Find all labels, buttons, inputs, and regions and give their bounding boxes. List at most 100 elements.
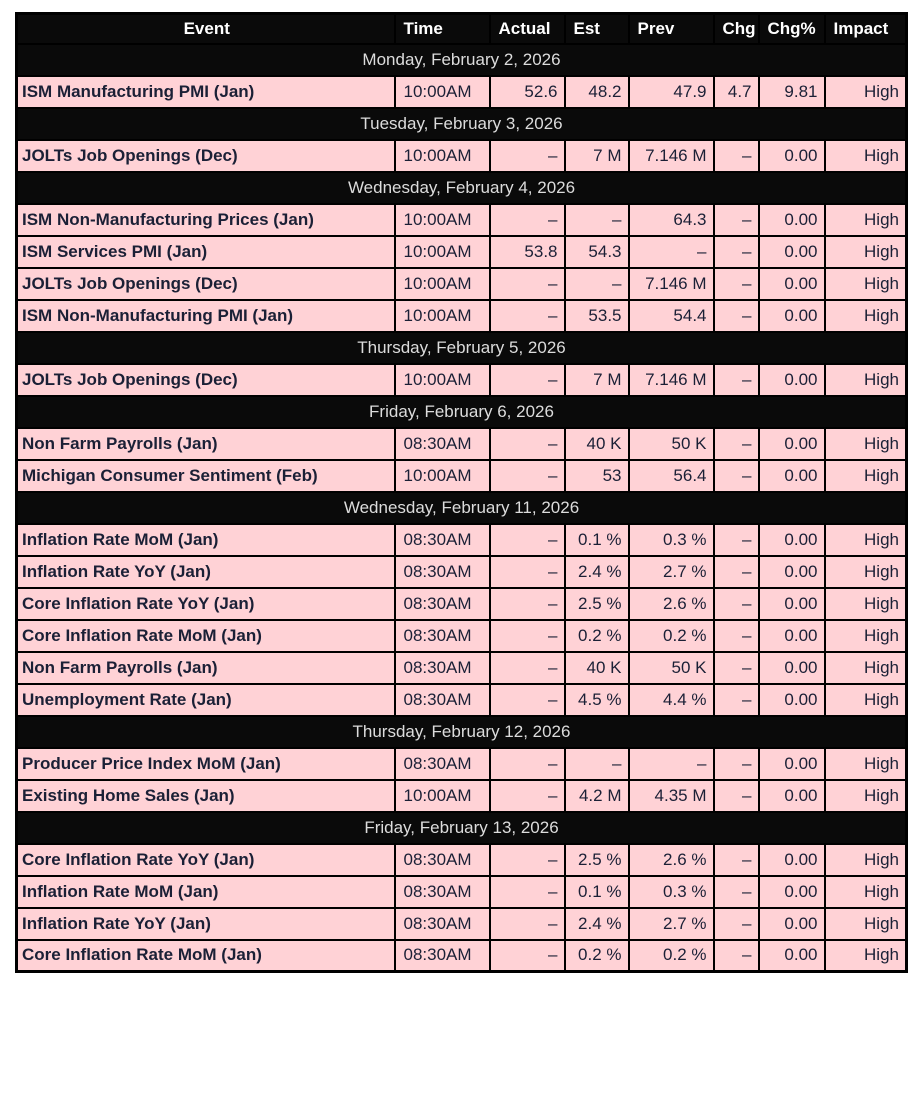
actual-cell: – xyxy=(488,746,566,781)
chg-cell: – xyxy=(712,362,760,397)
date-label: Thursday, February 12, 2026 xyxy=(15,714,908,749)
event-row: ISM Non-Manufacturing PMI (Jan) 10:00AM –5… xyxy=(15,298,908,333)
chg-cell: – xyxy=(712,266,760,301)
impact-cell: High xyxy=(823,938,908,973)
impact-cell: High xyxy=(823,586,908,621)
chgpct-cell: 0.00 xyxy=(757,266,826,301)
est-cell: 40 K xyxy=(563,650,630,685)
event-row: Core Inflation Rate YoY (Jan) 08:30AM –2.5… xyxy=(15,586,908,621)
time-cell: 10:00AM xyxy=(393,202,491,237)
actual-cell: – xyxy=(488,778,566,813)
est-cell: 54.3 xyxy=(563,234,630,269)
event-cell: Inflation Rate MoM (Jan) xyxy=(15,874,396,909)
est-cell: 40 K xyxy=(563,426,630,461)
chg-cell: – xyxy=(712,618,760,653)
impact-cell: High xyxy=(823,362,908,397)
date-header-row: Thursday, February 12, 2026 xyxy=(15,714,908,749)
event-cell: JOLTs Job Openings (Dec) xyxy=(15,362,396,397)
actual-cell: – xyxy=(488,138,566,173)
chg-cell: – xyxy=(712,426,760,461)
event-cell: ISM Non-Manufacturing Prices (Jan) xyxy=(15,202,396,237)
event-cell: JOLTs Job Openings (Dec) xyxy=(15,266,396,301)
actual-cell: – xyxy=(488,618,566,653)
chgpct-cell: 0.00 xyxy=(757,842,826,877)
event-cell: Core Inflation Rate MoM (Jan) xyxy=(15,938,396,973)
impact-cell: High xyxy=(823,746,908,781)
actual-cell: – xyxy=(488,362,566,397)
prev-cell: 4.4 % xyxy=(627,682,715,717)
prev-cell: 47.9 xyxy=(627,74,715,109)
event-row: Non Farm Payrolls (Jan) 08:30AM –40 K 50 K –… xyxy=(15,426,908,461)
date-label: Tuesday, February 3, 2026 xyxy=(15,106,908,141)
est-cell: 0.1 % xyxy=(563,874,630,909)
chgpct-cell: 0.00 xyxy=(757,458,826,493)
chgpct-cell: 0.00 xyxy=(757,682,826,717)
event-row: Core Inflation Rate MoM (Jan) 08:30AM –0.2… xyxy=(15,618,908,653)
chg-cell: – xyxy=(712,522,760,557)
actual-cell: – xyxy=(488,842,566,877)
column-header-chg: Chg xyxy=(712,12,760,45)
event-row: Inflation Rate YoY (Jan) 08:30AM –2.4 % 2.7… xyxy=(15,554,908,589)
impact-cell: High xyxy=(823,74,908,109)
chg-cell: – xyxy=(712,458,760,493)
impact-cell: High xyxy=(823,618,908,653)
event-row: ISM Manufacturing PMI (Jan) 10:00AM 52.6 48… xyxy=(15,74,908,109)
est-cell: 53.5 xyxy=(563,298,630,333)
event-cell: ISM Non-Manufacturing PMI (Jan) xyxy=(15,298,396,333)
chgpct-cell: 0.00 xyxy=(757,746,826,781)
prev-cell: 2.6 % xyxy=(627,586,715,621)
chgpct-cell: 0.00 xyxy=(757,650,826,685)
time-cell: 10:00AM xyxy=(393,74,491,109)
column-header-event: Event xyxy=(15,12,396,45)
impact-cell: High xyxy=(823,778,908,813)
event-row: Producer Price Index MoM (Jan) 08:30AM – – –… xyxy=(15,746,908,781)
est-cell: – xyxy=(563,746,630,781)
actual-cell: – xyxy=(488,426,566,461)
event-row: Non Farm Payrolls (Jan) 08:30AM –40 K 50 K –… xyxy=(15,650,908,685)
event-row: Michigan Consumer Sentiment (Feb) 10:00AM… xyxy=(15,458,908,493)
actual-cell: – xyxy=(488,298,566,333)
prev-cell: 54.4 xyxy=(627,298,715,333)
prev-cell: 2.7 % xyxy=(627,554,715,589)
column-header-chgpct: Chg% xyxy=(757,12,826,45)
event-cell: Non Farm Payrolls (Jan) xyxy=(15,426,396,461)
chgpct-cell: 0.00 xyxy=(757,426,826,461)
est-cell: 2.5 % xyxy=(563,586,630,621)
economic-calendar-table: Event Time Actual Est Prev Chg Chg% Impa… xyxy=(15,12,908,973)
time-cell: 10:00AM xyxy=(393,234,491,269)
chg-cell: – xyxy=(712,650,760,685)
chgpct-cell: 0.00 xyxy=(757,554,826,589)
date-label: Friday, February 13, 2026 xyxy=(15,810,908,845)
date-label: Thursday, February 5, 2026 xyxy=(15,330,908,365)
date-label: Monday, February 2, 2026 xyxy=(15,42,908,77)
actual-cell: – xyxy=(488,202,566,237)
event-row: Unemployment Rate (Jan) 08:30AM –4.5 % 4.4 … xyxy=(15,682,908,717)
prev-cell: 7.146 M xyxy=(627,362,715,397)
chgpct-cell: 0.00 xyxy=(757,298,826,333)
date-header-row: Friday, February 6, 2026 xyxy=(15,394,908,429)
impact-cell: High xyxy=(823,522,908,557)
event-cell: ISM Services PMI (Jan) xyxy=(15,234,396,269)
chg-cell: – xyxy=(712,874,760,909)
time-cell: 08:30AM xyxy=(393,586,491,621)
event-row: Inflation Rate MoM (Jan) 08:30AM –0.1 % 0.3… xyxy=(15,874,908,909)
chg-cell: – xyxy=(712,906,760,941)
time-cell: 08:30AM xyxy=(393,618,491,653)
actual-cell: – xyxy=(488,586,566,621)
chgpct-cell: 0.00 xyxy=(757,234,826,269)
impact-cell: High xyxy=(823,650,908,685)
prev-cell: 2.6 % xyxy=(627,842,715,877)
est-cell: 2.4 % xyxy=(563,554,630,589)
chg-cell: – xyxy=(712,234,760,269)
event-cell: ISM Manufacturing PMI (Jan) xyxy=(15,74,396,109)
time-cell: 10:00AM xyxy=(393,298,491,333)
chg-cell: – xyxy=(712,138,760,173)
event-cell: Core Inflation Rate YoY (Jan) xyxy=(15,842,396,877)
impact-cell: High xyxy=(823,906,908,941)
date-label: Wednesday, February 4, 2026 xyxy=(15,170,908,205)
time-cell: 08:30AM xyxy=(393,554,491,589)
time-cell: 08:30AM xyxy=(393,746,491,781)
event-row: Core Inflation Rate MoM (Jan) 08:30AM –0.2… xyxy=(15,938,908,973)
date-header-row: Thursday, February 5, 2026 xyxy=(15,330,908,365)
prev-cell: 50 K xyxy=(627,426,715,461)
